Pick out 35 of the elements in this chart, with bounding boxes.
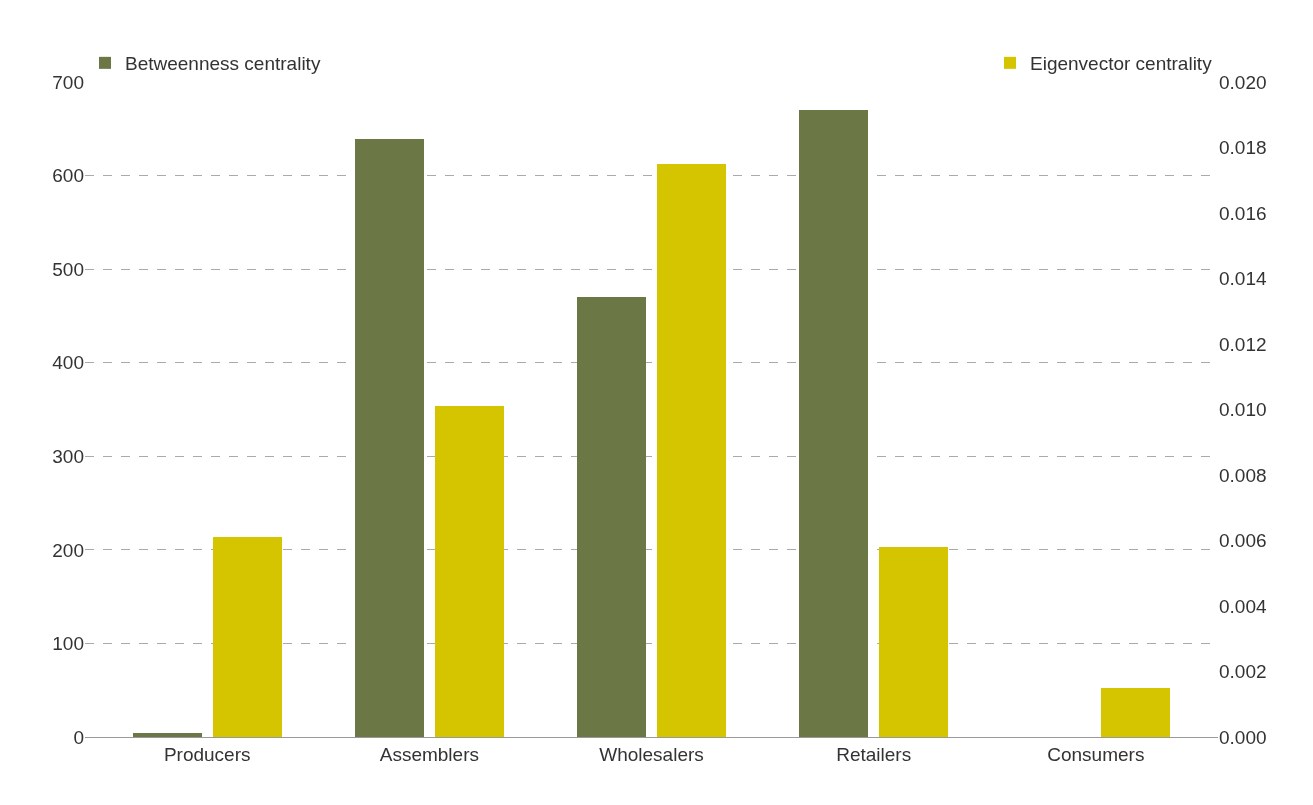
- y2-tick-label: 0.004: [1219, 595, 1267, 617]
- legend-label: Eigenvector centrality: [1030, 53, 1213, 75]
- y-tick-label: 100: [52, 633, 84, 655]
- bar: [577, 297, 646, 737]
- bar: [213, 537, 282, 737]
- bar: [657, 164, 726, 737]
- y-tick-label: 400: [52, 352, 84, 374]
- legend-label: Betweenness centrality: [125, 53, 321, 75]
- bar: [879, 547, 948, 737]
- y-tick-label: 600: [52, 165, 84, 187]
- y2-tick-label: 0.012: [1219, 333, 1267, 355]
- y2-tick-label: 0.002: [1219, 661, 1267, 683]
- y-tick-label: 700: [52, 71, 84, 93]
- bar: [355, 139, 424, 737]
- y2-tick-label: 0.016: [1219, 202, 1267, 224]
- bar: [1101, 688, 1170, 737]
- y2-tick-label: 0.020: [1219, 71, 1267, 93]
- x-tick-label: Assemblers: [379, 743, 479, 765]
- bar: [133, 733, 202, 737]
- y2-tick-label: 0.008: [1219, 464, 1267, 486]
- y-tick-label: 300: [52, 445, 84, 467]
- bar: [435, 406, 504, 737]
- y-tick-label: 0: [73, 726, 84, 748]
- x-tick-label: Consumers: [1047, 743, 1145, 765]
- bar: [799, 110, 868, 737]
- y2-tick-label: 0.010: [1219, 399, 1267, 421]
- y2-tick-label: 0.006: [1219, 530, 1267, 552]
- y2-tick-label: 0.000: [1219, 726, 1267, 748]
- y2-tick-label: 0.014: [1219, 268, 1267, 290]
- y2-tick-label: 0.018: [1219, 137, 1267, 159]
- x-tick-label: Wholesalers: [599, 743, 704, 765]
- y-tick-label: 200: [52, 539, 84, 561]
- x-tick-label: Producers: [163, 743, 251, 765]
- x-tick-label: Retailers: [836, 743, 912, 765]
- y-tick-label: 500: [52, 258, 84, 280]
